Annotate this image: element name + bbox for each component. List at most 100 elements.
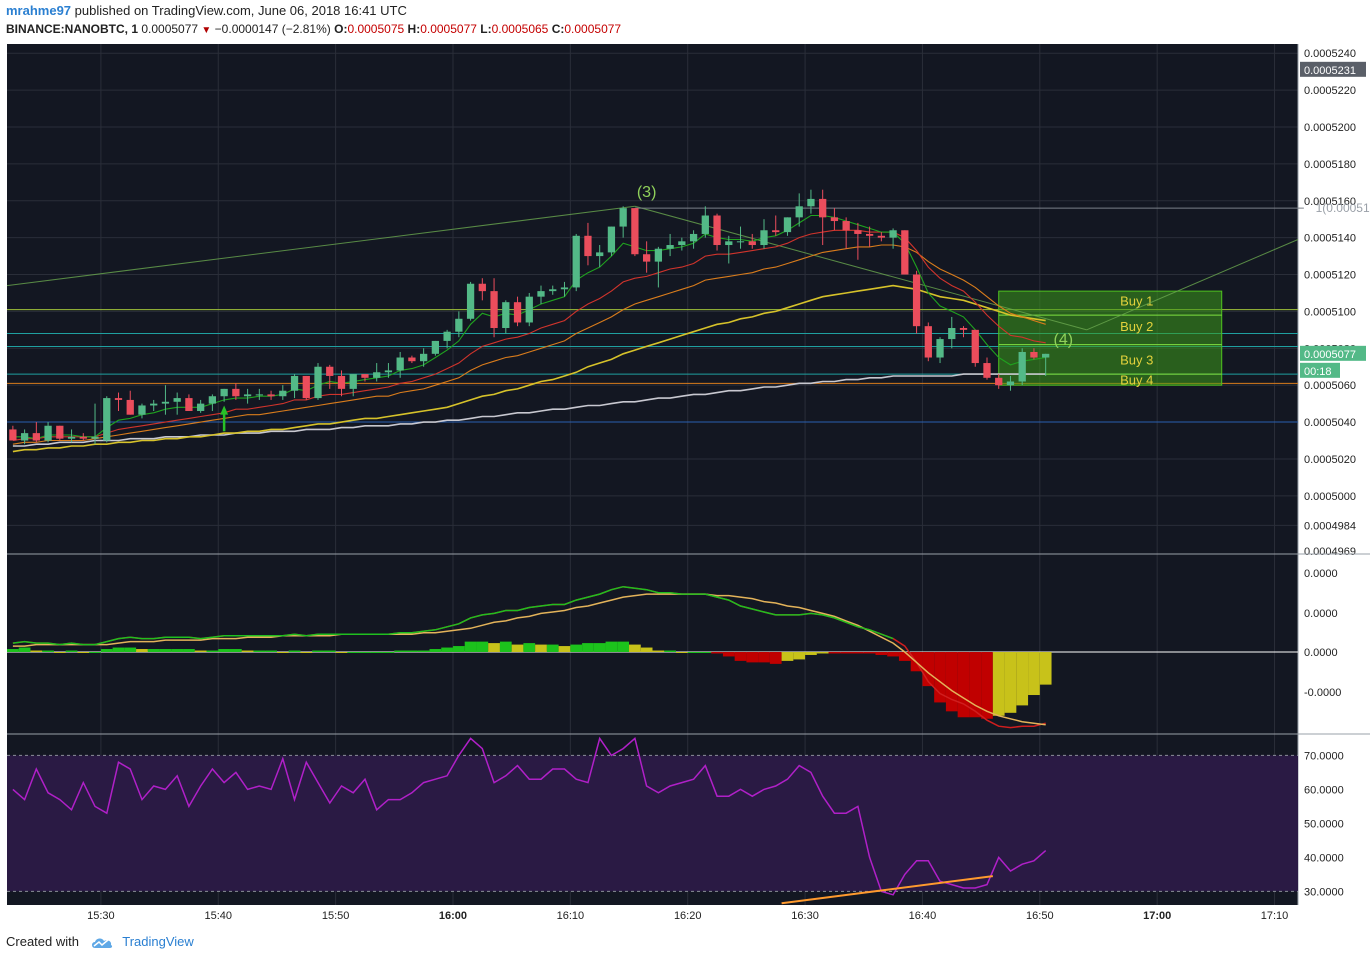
macd-histogram-bar [969,652,982,718]
candle-body [948,328,956,340]
buy-zone-box [998,290,1223,386]
candle-body [525,296,533,323]
last-price-tag [1300,345,1366,361]
macd-histogram-bar [1028,652,1040,696]
price-tick-label: 0.0004984 [1304,520,1356,532]
macd-histogram-bar [898,652,911,661]
candle-body [44,425,52,441]
macd-histogram-bar [300,652,313,653]
macd-histogram-bar [617,641,630,652]
wave-line [6,205,635,287]
macd-histogram-bar [722,652,735,657]
candle-body [326,366,334,376]
candle-body [150,403,158,406]
candle-body [373,372,381,378]
macd-histogram-bar [640,647,653,652]
candle-body [924,326,932,358]
candle-body [760,230,768,246]
candle-body [725,241,733,246]
rsi-tick-label: 40.0000 [1304,852,1344,864]
rsi-trendline [781,875,993,905]
ema-yellow-line [12,284,1046,453]
macd-tick-label: 0.0000 [1304,647,1338,659]
rsi-line [12,736,1047,896]
low-value: 0.0005065 [491,22,549,36]
candle-body [103,398,111,441]
candle-body [666,245,674,249]
high-price-tag-label: 0.0005231 [1304,65,1356,77]
candle-body [971,329,979,364]
candle-body [654,248,663,262]
open-label: O: [334,22,348,36]
time-tick-label: 16:50 [1026,910,1054,922]
macd-histogram-bar [499,641,512,652]
macd-histogram-bar [488,643,500,652]
time-tick-label: 16:10 [557,910,585,922]
publish-info: published on TradingView.com, June 06, 2… [74,3,407,18]
candle-body [232,388,240,397]
macd-histogram-bar [981,652,993,719]
macd-histogram-bar [781,652,794,661]
author-name[interactable]: mrahme97 [6,3,72,18]
symbol-name: BINANCE:NANOBTC, 1 [6,22,138,36]
candle-body [279,390,287,397]
candle-body [302,375,310,399]
macd-tick-label: 0.0000 [1304,568,1338,580]
macd-histogram-bar [18,647,31,652]
time-tick-label: 15:40 [204,910,232,922]
high-price-tag [1300,61,1366,77]
macd-histogram-bar [194,650,207,652]
macd-histogram-bar [1039,652,1052,685]
macd-histogram-bar [769,652,782,664]
macd-tick-label: -0.0000 [1304,687,1341,699]
macd-histogram-bar [816,652,829,654]
price-change: −0.0000147 (−2.81%) [214,22,331,36]
candle-body [736,241,745,243]
candle-body [549,289,557,292]
candle-body [314,366,322,399]
macd-histogram-bar [664,650,676,652]
macd-histogram-bar [335,652,348,653]
macd-histogram-bar [535,644,547,652]
macd-histogram-bar [382,652,395,653]
countdown-tag-label: 00:18 [1304,366,1332,378]
macd-histogram-bar [347,652,360,653]
time-tick-label: 17:00 [1143,910,1171,922]
candle-body [478,283,486,292]
macd-histogram-bar [265,650,277,652]
macd-tick-label: 0.0000 [1304,608,1338,620]
candle-body [959,328,968,330]
macd-histogram-bar [1004,652,1017,713]
price-tick-label: 0.0005040 [1304,417,1356,429]
price-tick-label: 0.0005160 [1304,196,1356,208]
up-arrow-head [220,405,229,415]
price-tick-label: 0.0005100 [1304,306,1356,318]
macd-histogram-bar [593,643,606,652]
macd-histogram-bar [887,652,899,657]
macd-histogram-bar [253,650,266,652]
macd-histogram-bar [922,652,935,687]
price-tick-label: 0.0004969 [1304,546,1356,558]
buy-zone-label: Buy 3 [1120,352,1153,367]
time-tick-label: 16:20 [674,910,702,922]
rsi-tick-label: 30.0000 [1304,886,1344,898]
candle-body [255,394,263,396]
footer: Created with TradingView [6,934,194,950]
macd-histogram-bar [734,652,747,661]
macd-histogram-bar [452,646,465,652]
candle-body [995,377,1003,386]
candle-body [361,374,369,378]
candle-body [466,283,475,319]
candle-body [901,230,909,275]
publish-line: mrahme97 published on TradingView.com, J… [6,3,407,18]
macd-histogram-bar [476,641,489,652]
low-label: L: [480,22,492,36]
candle-body [91,436,99,439]
macd-histogram-bar [992,652,1005,716]
candle-body [513,302,522,323]
macd-histogram-bar [241,650,254,652]
price-tick-label: 0.0005200 [1304,122,1356,134]
price-tick-label: 0.0005220 [1304,85,1356,97]
tradingview-link[interactable]: TradingView [122,934,194,949]
